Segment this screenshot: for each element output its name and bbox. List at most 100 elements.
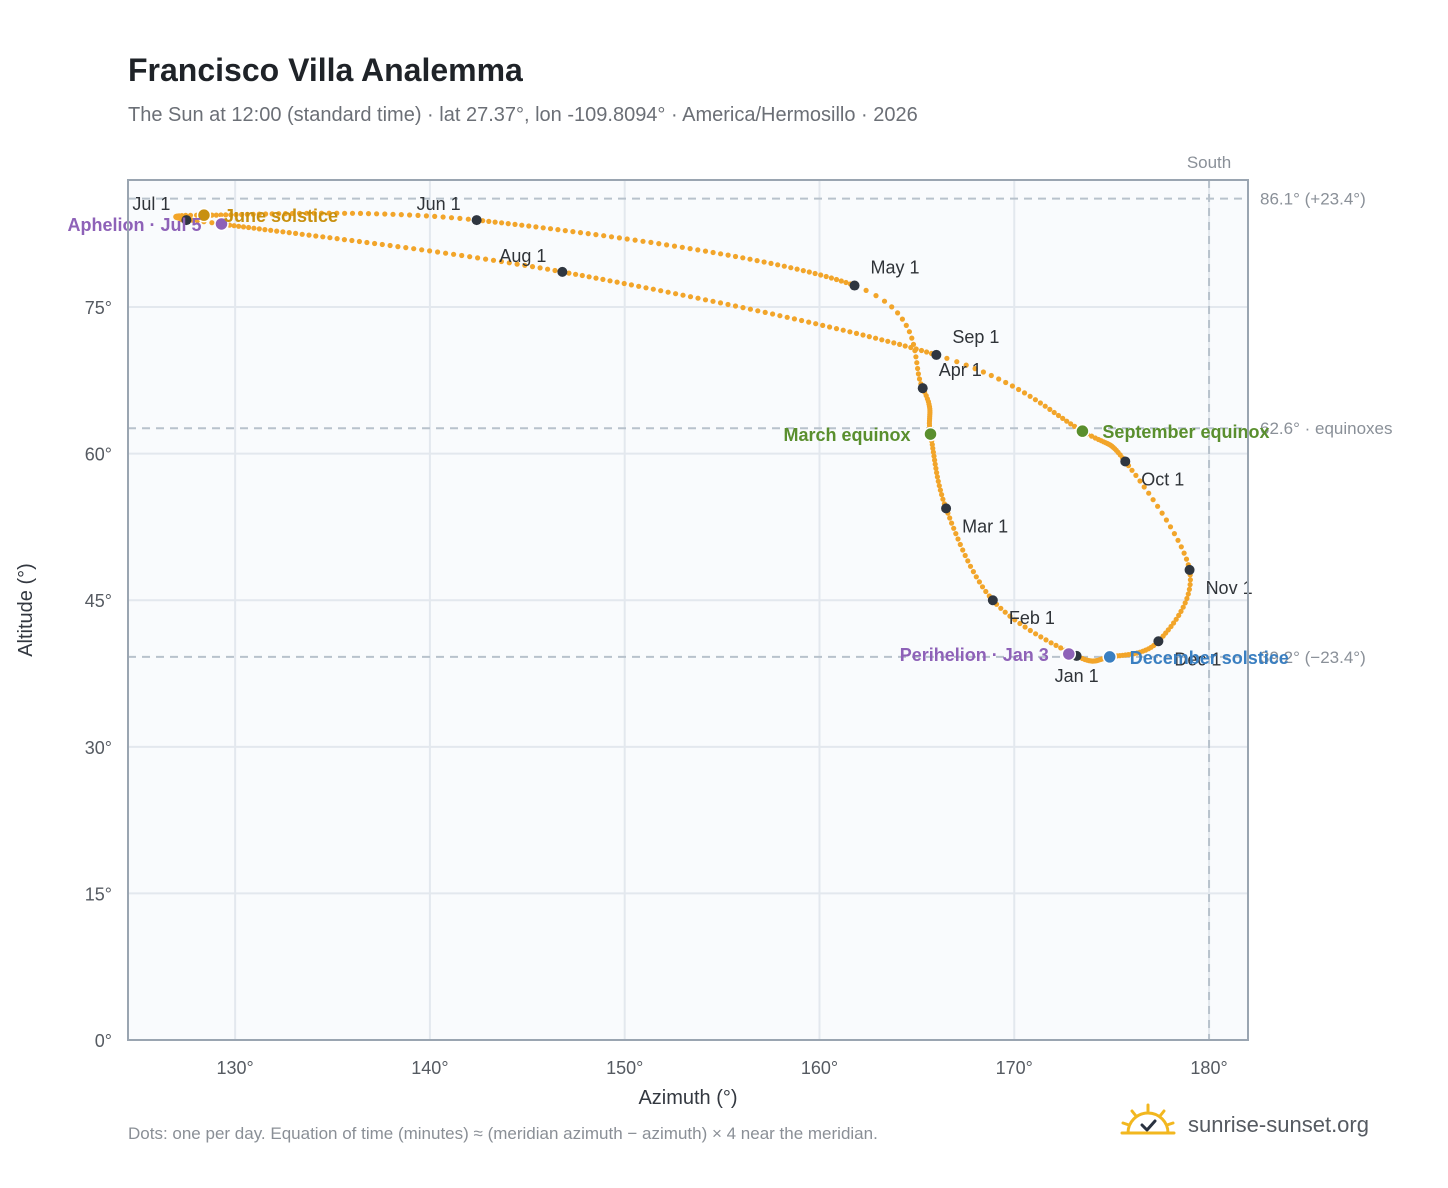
- chart-subtitle: The Sun at 12:00 (standard time) · lat 2…: [128, 104, 918, 126]
- daily-sun-dot: [934, 474, 941, 480]
- plot-area: [128, 180, 1248, 1040]
- daily-sun-dot: [665, 289, 671, 295]
- daily-sun-dot: [768, 260, 774, 266]
- y-tick-label: 60°: [85, 445, 112, 465]
- daily-sun-dot: [939, 492, 945, 498]
- daily-sun-dot: [996, 376, 1002, 382]
- month-label: Jan 1: [1055, 666, 1099, 686]
- daily-sun-dot: [628, 282, 635, 288]
- daily-sun-dot: [1178, 608, 1184, 615]
- daily-sun-dot: [365, 211, 372, 217]
- daily-sun-dot: [240, 224, 247, 230]
- daily-sun-dot: [687, 246, 693, 252]
- event-label: Perihelion · Jan 3: [900, 645, 1049, 665]
- daily-sun-dot: [710, 249, 716, 256]
- daily-sun-dot: [636, 283, 642, 289]
- daily-sun-dot: [823, 273, 829, 280]
- daily-sun-dot: [448, 215, 455, 221]
- daily-sun-dot: [1058, 645, 1064, 651]
- event-marker: [1061, 646, 1077, 662]
- month-marker: [1153, 636, 1164, 647]
- x-tick-label: 180°: [1190, 1058, 1227, 1078]
- daily-sun-dot: [1072, 423, 1078, 429]
- daily-sun-dot: [1178, 544, 1184, 550]
- daily-sun-dot: [937, 487, 944, 493]
- daily-sun-dot: [800, 268, 806, 274]
- daily-sun-dot: [616, 235, 623, 241]
- daily-sun-dot: [239, 211, 245, 218]
- month-label: May 1: [871, 258, 920, 278]
- daily-sun-dot: [608, 234, 615, 240]
- daily-sun-dot: [443, 250, 449, 256]
- month-marker: [1120, 456, 1131, 467]
- daily-sun-dot: [781, 263, 787, 269]
- daily-sun-dot: [895, 310, 901, 316]
- daily-sun-dot: [364, 239, 370, 246]
- daily-sun-dot: [552, 267, 558, 274]
- daily-sun-dot: [566, 270, 572, 276]
- daily-sun-dot: [490, 257, 497, 263]
- daily-sun-dot: [828, 275, 835, 281]
- daily-sun-dot: [755, 308, 761, 314]
- daily-sun-dot: [998, 605, 1004, 611]
- reference-lines: South 86.1° (+23.4°) 62.6° · equinoxes 39.2…: [128, 153, 1393, 1040]
- daily-sun-dot: [547, 226, 554, 232]
- daily-sun-dot: [885, 338, 891, 344]
- daily-sun-dot: [432, 213, 438, 219]
- daily-sun-dot: [555, 227, 561, 233]
- daily-sun-dot: [949, 520, 955, 526]
- event-label: Aphelion · Jul 5: [67, 215, 201, 235]
- daily-sun-dot: [390, 211, 396, 217]
- daily-sun-dot: [1163, 517, 1169, 523]
- daily-sun-dot: [349, 210, 356, 216]
- daily-sun-dot: [770, 311, 776, 317]
- daily-sun-dot: [918, 347, 925, 354]
- daily-sun-dot: [777, 313, 783, 319]
- daily-sun-dot: [228, 212, 234, 218]
- daily-sun-dot: [250, 211, 256, 217]
- daily-sun-dot: [951, 525, 957, 531]
- daily-sun-dot: [899, 316, 906, 322]
- daily-sun-dot: [640, 238, 646, 244]
- daily-sun-dot: [282, 211, 289, 217]
- daily-sun-dot: [650, 286, 656, 292]
- daily-sun-dot: [505, 221, 511, 227]
- daily-sun-dot: [213, 212, 219, 218]
- daily-sun-dot: [326, 210, 332, 216]
- daily-sun-dot: [903, 322, 909, 328]
- daily-sun-dot: [313, 233, 319, 239]
- daily-sun-dot: [762, 309, 768, 315]
- daily-sun-dot: [833, 326, 840, 332]
- daily-sun-dot: [1187, 582, 1193, 588]
- daily-sun-dot: [356, 238, 362, 245]
- month-label: Sep 1: [952, 327, 999, 347]
- labels: Jan 1 Feb 1 Mar 1 Apr 1 May 1 Jun 1 Jul 1 Aug 1…: [67, 194, 1288, 686]
- daily-sun-dot: [935, 478, 941, 484]
- daily-sun-dot: [467, 254, 473, 260]
- daily-sun-dot: [833, 276, 840, 283]
- daily-sun-dot: [1171, 531, 1177, 537]
- daily-sun-dot: [251, 225, 257, 231]
- daily-sun-dot: [747, 306, 754, 312]
- daily-sun-dot: [916, 376, 923, 382]
- daily-sun-dot: [415, 212, 421, 218]
- daily-sun-dot: [979, 584, 986, 590]
- daily-sun-dot: [799, 317, 805, 324]
- daily-sun-dot: [246, 224, 252, 231]
- daily-sun-dot: [1181, 550, 1187, 556]
- daily-sun-dot: [932, 457, 938, 463]
- daily-sun-dot: [1032, 397, 1038, 403]
- daily-sun-dot: [1133, 472, 1139, 478]
- daily-sun-dot: [263, 211, 269, 217]
- daily-sun-dot: [947, 515, 953, 521]
- brand-logo[interactable]: sunrise-sunset.org: [1120, 1100, 1369, 1150]
- y-tick-label: 30°: [85, 738, 112, 758]
- daily-sun-dot: [357, 210, 364, 216]
- daily-sun-dot: [702, 248, 709, 254]
- x-tick-label: 170°: [996, 1058, 1033, 1078]
- daily-sun-dot: [1037, 400, 1043, 406]
- daily-sun-dot: [775, 262, 781, 268]
- daily-sun-dot: [407, 212, 413, 218]
- daily-sun-dot: [526, 223, 532, 229]
- daily-sun-dot: [944, 355, 950, 361]
